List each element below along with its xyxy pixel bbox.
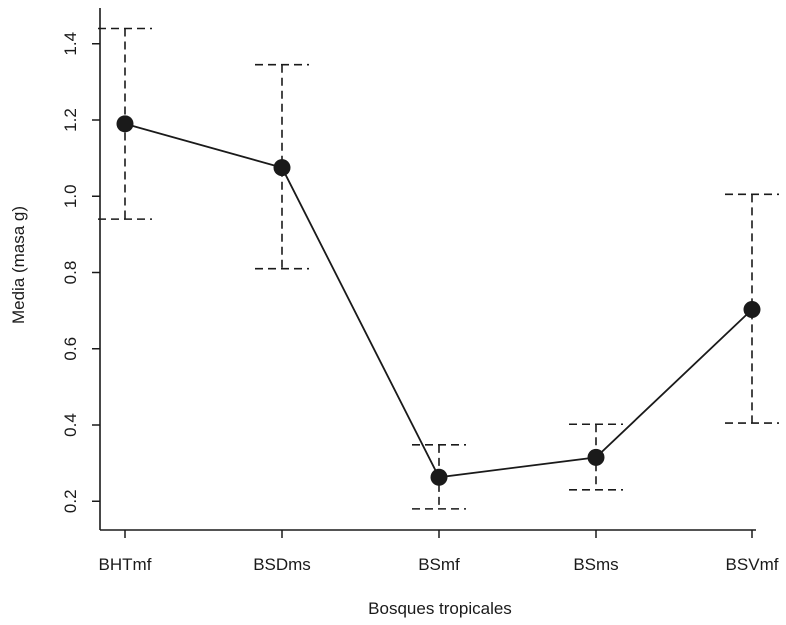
data-point [116, 115, 134, 133]
error-bars [98, 27, 779, 510]
data-point [273, 159, 291, 177]
y-axis-label: Media (masa g) [9, 206, 28, 324]
y-tick-label: 1.2 [61, 108, 80, 132]
y-tick-label: 0.2 [61, 489, 80, 513]
axes: 0.2 0.4 0.6 0.8 1.0 1.2 1.4 BHTmf BSDms BSmf BSms B… [61, 8, 779, 574]
x-tick-label: BSms [573, 555, 618, 574]
x-tick-label: BHTmf [99, 555, 152, 574]
data-point [743, 300, 761, 318]
y-tick-label: 0.6 [61, 337, 80, 361]
x-tick-label: BSDms [253, 555, 311, 574]
y-tick-label: 0.8 [61, 261, 80, 285]
y-tick-label: 0.4 [61, 413, 80, 437]
x-tick-label: BSmf [418, 555, 460, 574]
y-tick-label: 1.0 [61, 184, 80, 208]
data-point [430, 468, 448, 486]
data-point [587, 448, 605, 466]
markers [116, 115, 761, 486]
x-tick-label: BSVmf [726, 555, 779, 574]
y-tick-label: 1.4 [61, 32, 80, 56]
series-line [124, 122, 753, 479]
series-line-group [124, 122, 753, 479]
x-axis-label: Bosques tropicales [368, 599, 512, 618]
